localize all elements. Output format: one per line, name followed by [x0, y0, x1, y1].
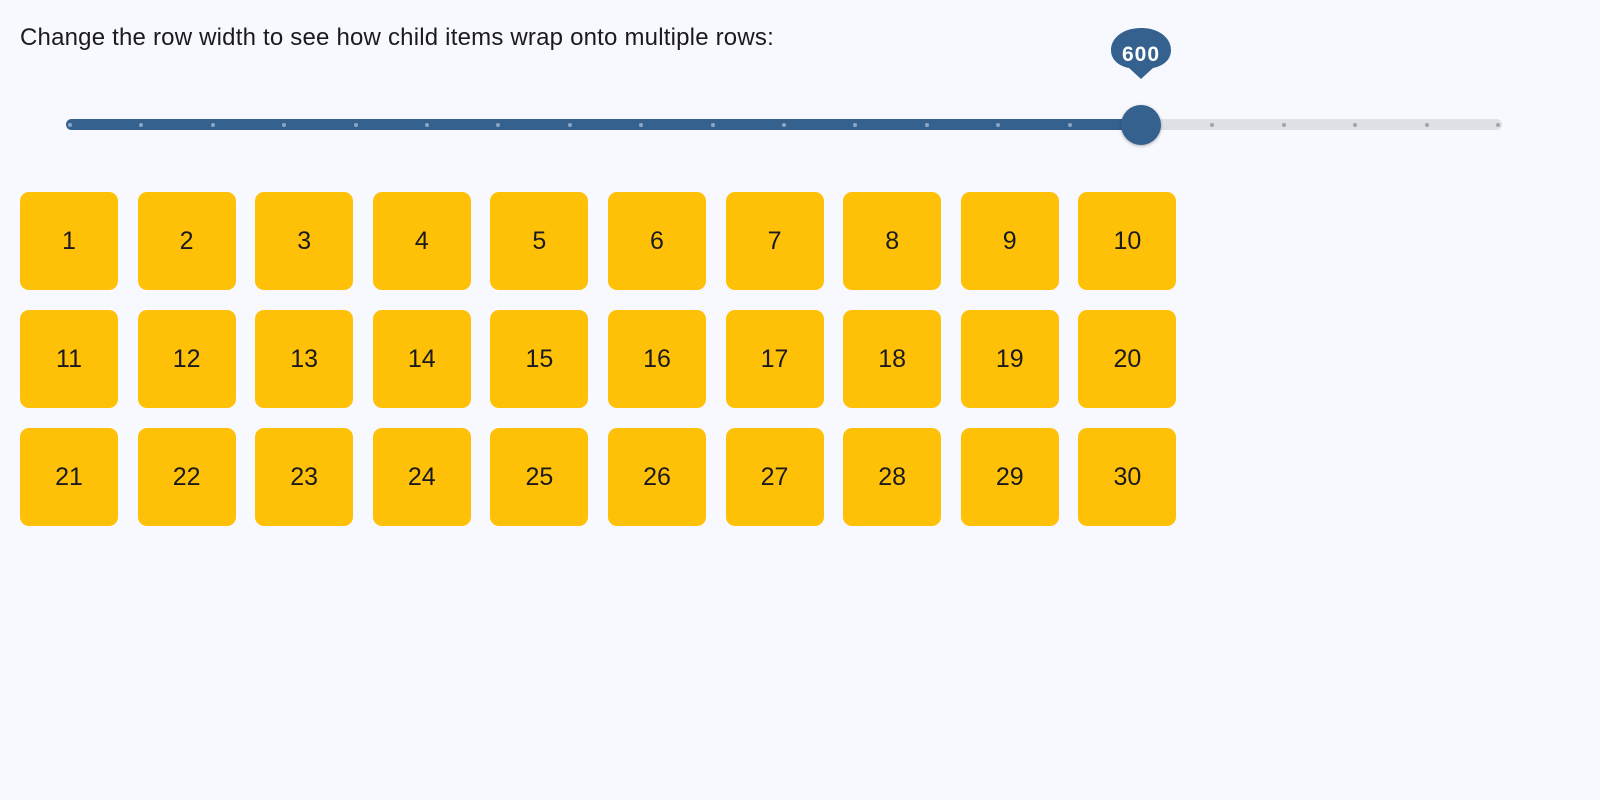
slider-tick	[425, 123, 429, 127]
instruction-text: Change the row width to see how child it…	[20, 24, 774, 51]
slider-tick	[1281, 123, 1286, 127]
slider-tick	[853, 123, 858, 127]
slider-tick	[996, 123, 1001, 127]
slider-tick	[139, 123, 144, 127]
wrap-item: 5	[490, 192, 589, 290]
slider-tick	[1496, 123, 1500, 127]
wrap-item: 18	[843, 310, 942, 408]
slider-tick	[1210, 123, 1215, 127]
slider-tick	[1353, 123, 1358, 127]
wrap-item: 15	[490, 310, 589, 408]
wrap-item: 16	[607, 310, 706, 408]
wrap-item: 11	[20, 310, 118, 408]
slider-tick	[710, 123, 715, 127]
wrap-container: 1 2 3 4 5 6 7 8 9 10 11 12 13 14 15 16 17 18 19 20 21 22 23 24 2…	[20, 192, 1196, 526]
slider-thumb[interactable]	[1121, 105, 1161, 145]
wrap-item: 8	[843, 192, 942, 290]
slider-tick	[1067, 123, 1072, 127]
wrap-item: 3	[255, 192, 354, 290]
slider-tick	[282, 123, 287, 127]
slider-tick	[1424, 123, 1429, 127]
wrap-item: 7	[725, 192, 824, 290]
wrap-item: 13	[255, 310, 354, 408]
wrap-item: 4	[372, 192, 471, 290]
wrap-item: 10	[1078, 192, 1177, 290]
wrap-item: 2	[137, 192, 236, 290]
slider-tick	[68, 123, 72, 127]
slider-active-track[interactable]	[66, 119, 1141, 130]
wrap-item: 29	[960, 428, 1059, 526]
slider-tick	[210, 123, 215, 127]
wrap-item: 26	[607, 428, 706, 526]
slider-tick	[567, 123, 572, 127]
wrap-item: 20	[1078, 310, 1177, 408]
row-width-slider[interactable]: 600	[66, 28, 1502, 145]
slider-tick	[782, 123, 786, 127]
slider-tick	[924, 123, 929, 127]
wrap-item: 25	[490, 428, 589, 526]
wrap-item: 21	[20, 428, 118, 526]
slider-value-label: 600	[1121, 43, 1161, 66]
wrap-item: 19	[960, 310, 1059, 408]
wrap-item: 1	[20, 192, 118, 290]
wrap-item: 14	[372, 310, 471, 408]
wrap-item: 6	[607, 192, 706, 290]
wrap-item: 28	[843, 428, 942, 526]
slider-tick	[639, 123, 644, 127]
slider-tick	[353, 123, 358, 127]
wrap-item: 12	[137, 310, 236, 408]
wrap-item: 9	[960, 192, 1059, 290]
wrap-item: 30	[1078, 428, 1177, 526]
wrap-item: 27	[725, 428, 824, 526]
wrap-item: 24	[372, 428, 471, 526]
slider-tick	[496, 123, 501, 127]
slider-value-indicator: 600	[1109, 26, 1173, 80]
wrap-item: 17	[725, 310, 824, 408]
wrap-item: 23	[255, 428, 354, 526]
wrap-item: 22	[137, 428, 236, 526]
